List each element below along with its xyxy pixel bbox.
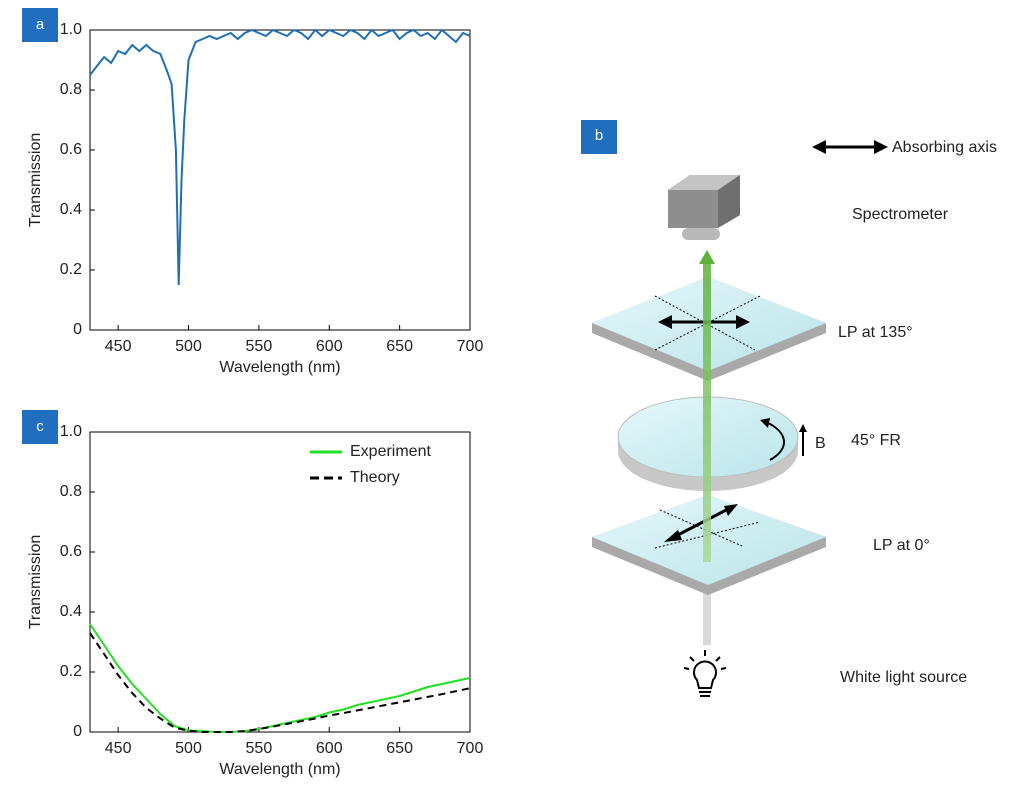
x-tick-label: 500 [175,740,202,757]
y-tick-label: 0.4 [60,201,82,218]
x-tick-label: 650 [386,740,413,757]
x-tick-label: 600 [316,740,343,757]
plot-frame [89,29,471,331]
panel-label: a [36,16,45,33]
spectrometer-side [718,175,740,228]
polarizer-arrow-head [664,504,738,542]
y-tick-label: 0.6 [60,543,82,560]
legend-label: Theory [350,469,400,486]
label: Spectrometer [852,206,949,223]
x-tick-label: 450 [105,338,132,355]
panel-badge [22,8,58,42]
y-axis-label: Transmission [27,535,44,630]
y-tick-label: 0 [73,723,82,740]
y-tick-label: 1.0 [60,423,82,440]
plot-frame [89,431,471,733]
field-label: B [815,435,826,452]
y-tick-label: 0.8 [60,81,82,98]
x-tick-label: 700 [457,338,484,355]
y-tick-label: 1.0 [60,21,82,38]
label: LP at 0° [873,537,930,554]
x-tick-label: 550 [246,740,273,757]
x-axis-label: Wavelength (nm) [219,761,340,778]
y-tick-label: 0.8 [60,483,82,500]
x-tick-label: 550 [246,338,273,355]
y-tick-label: 0.2 [60,663,82,680]
beam-head [699,250,715,264]
spectrometer-lens [682,228,720,240]
x-axis-label: Wavelength (nm) [219,359,340,376]
y-axis-label: Transmission [27,133,44,228]
field-arrow-head [799,424,807,432]
line [89,28,471,286]
label: 45° FR [851,432,901,449]
panel-label: c [36,418,44,435]
bulb [683,650,727,697]
legend-label: Absorbing axis [892,139,997,156]
polarizer-axis [659,509,743,547]
y-tick-label: 0 [73,321,82,338]
legend-label: Experiment [350,443,431,460]
x-tick-label: 700 [457,740,484,757]
x-tick-label: 600 [316,338,343,355]
y-tick-label: 0.6 [60,141,82,158]
label: White light source [840,669,967,686]
label: LP at 135° [838,324,913,341]
panel-label: b [595,127,603,144]
diagram: b Absorbing axis B Spectrometer LP at 13… [581,120,997,697]
y-tick-label: 0.2 [60,261,82,278]
panel-badge [581,120,617,154]
x-tick-label: 450 [105,740,132,757]
x-tick-label: 500 [175,338,202,355]
y-tick-label: 0.4 [60,603,82,620]
white-beam [703,560,711,645]
green-beam [703,262,711,562]
rotation-arrow [765,421,785,461]
rotation-arrow-head [760,418,770,428]
line [89,632,471,733]
x-tick-label: 650 [386,338,413,355]
line [89,623,471,733]
spectrometer-top [668,175,740,190]
polarizer-arrow [671,506,731,540]
panel-badge [22,410,58,444]
